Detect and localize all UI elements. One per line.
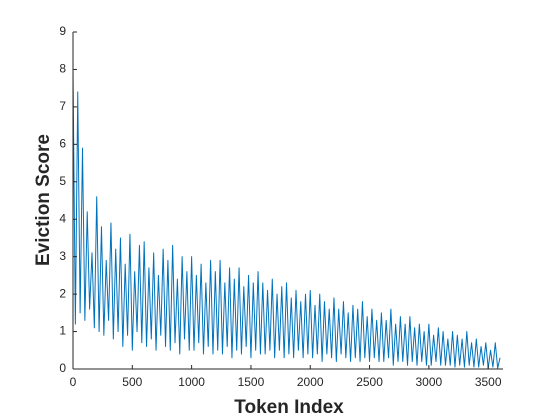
y-tick-label: 0 [59,361,66,375]
y-tick-label: 4 [59,211,66,225]
y-tick-label: 8 [59,62,66,76]
x-tick-label: 500 [122,375,142,389]
y-tick-label: 9 [59,24,66,38]
x-tick-label: 0 [70,375,77,389]
x-axis-title: Token Index [234,397,344,418]
y-tick-label: 1 [59,324,66,338]
data-line [72,69,501,369]
x-tick-label: 1500 [238,375,265,389]
y-tick-label: 3 [59,249,66,263]
x-tick-label: 1000 [178,375,205,389]
y-tick-label: 2 [59,286,66,300]
y-axis-title: Eviction Score [33,134,54,266]
y-tick-label: 5 [59,174,66,188]
y-tick-label: 6 [59,137,66,151]
x-tick-label: 2000 [297,375,324,389]
x-tick-label: 3500 [475,375,502,389]
x-tick-label: 2500 [356,375,383,389]
y-tick-label: 7 [59,99,66,113]
x-tick-label: 3000 [416,375,443,389]
